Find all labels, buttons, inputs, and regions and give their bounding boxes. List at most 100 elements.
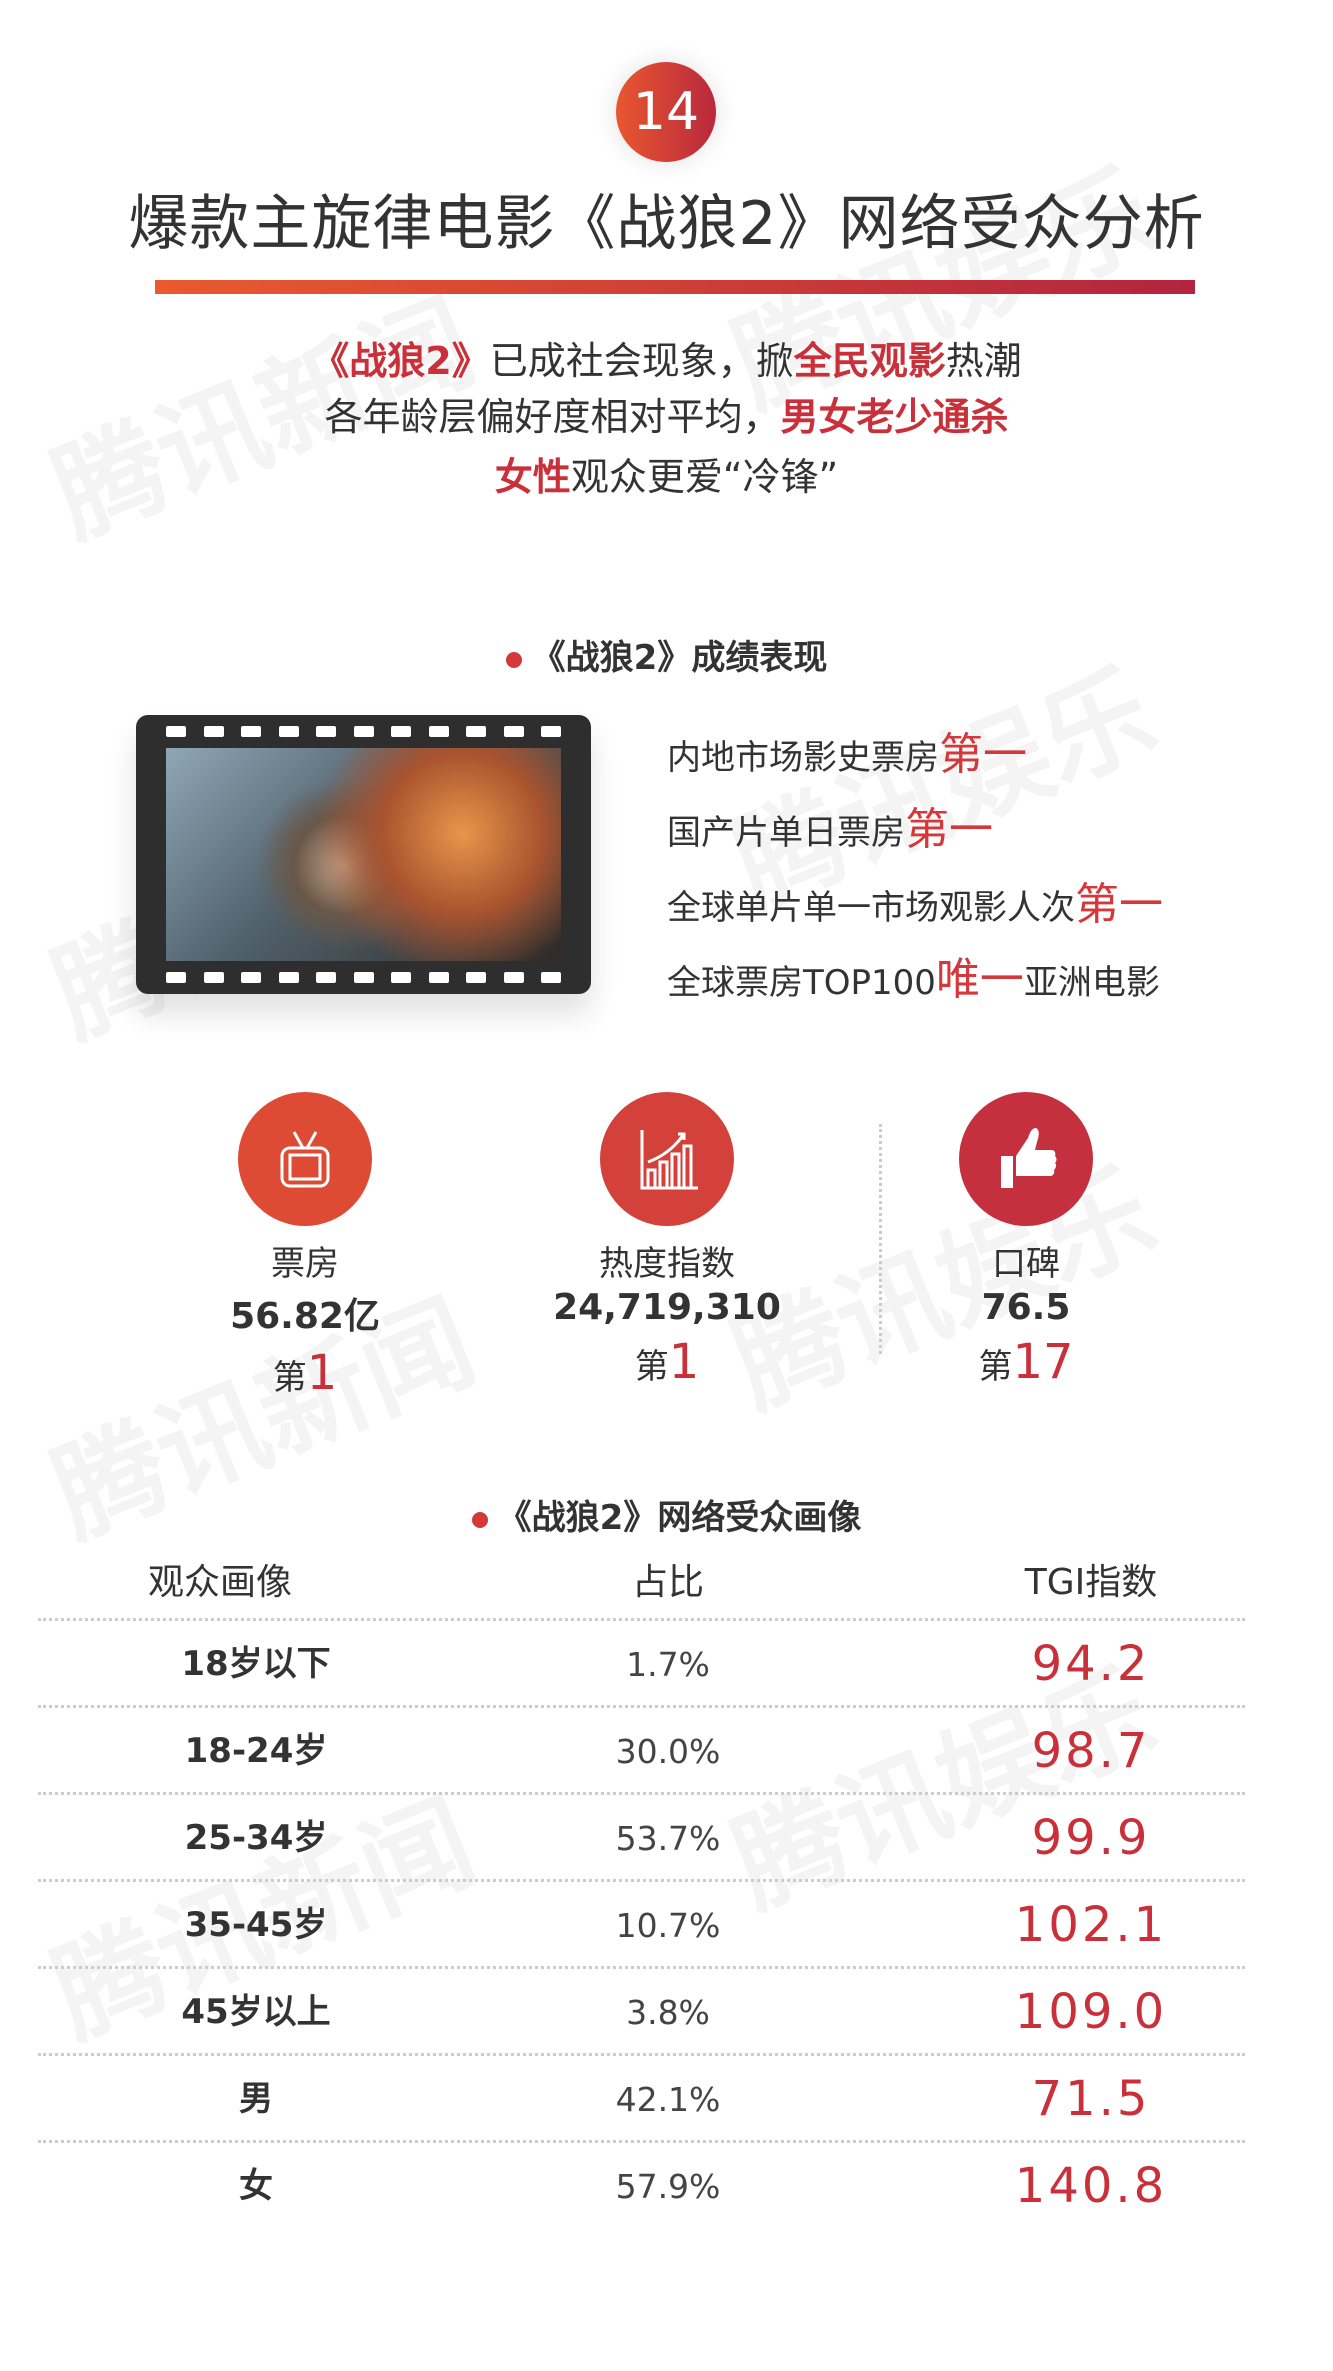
sprocket-hole bbox=[391, 726, 411, 737]
rank-prefix: 第 bbox=[272, 1358, 307, 1398]
tgi-value: 102.1 bbox=[1014, 1897, 1168, 1953]
subtitle-text: 各年龄层偏好度相对平均， bbox=[324, 395, 781, 439]
tgi-value: 71.5 bbox=[1031, 2071, 1151, 2127]
achievement-item: 内地市场影史票房第一 bbox=[667, 718, 1027, 782]
rank-prefix: 第 bbox=[634, 1347, 669, 1387]
stat-block: 票房 56.82亿第1 bbox=[155, 1236, 455, 1401]
table-row: 男 42.1% 71.5 bbox=[38, 2053, 1245, 2140]
stat-value: 24,719,310 bbox=[553, 1287, 781, 1328]
achievement-text-suffix: 亚洲电影 bbox=[1023, 963, 1160, 1003]
sprocket-hole bbox=[428, 972, 449, 983]
sprocket-hole bbox=[466, 726, 486, 737]
stat-label: 口碑 bbox=[992, 1244, 1060, 1284]
achievement-highlight: 第一 bbox=[905, 804, 993, 855]
subtitle-line-2: 各年龄层偏好度相对平均，男女老少通杀 bbox=[0, 386, 1333, 441]
performance-heading-text: 《战狼2》成绩表现 bbox=[531, 638, 828, 678]
achievement-text: 国产片单日票房 bbox=[667, 813, 905, 853]
achievement-text: 全球票房TOP100 bbox=[667, 963, 936, 1003]
table-row: 18岁以下 1.7% 94.2 bbox=[38, 1618, 1245, 1705]
sprocket-hole bbox=[316, 726, 336, 737]
audience-group: 45岁以上 bbox=[181, 1992, 331, 2032]
achievement-item: 全球票房TOP100唯一亚洲电影 bbox=[667, 943, 1160, 1007]
performance-heading: 《战狼2》成绩表现 bbox=[0, 630, 1333, 679]
rank-number: 1 bbox=[668, 1334, 700, 1390]
sprocket-hole bbox=[166, 972, 186, 983]
movie-poster-image bbox=[166, 748, 561, 961]
tgi-value: 98.7 bbox=[1031, 1723, 1151, 1779]
sprocket-hole bbox=[203, 726, 224, 737]
audience-heading-text: 《战狼2》网络受众画像 bbox=[497, 1498, 862, 1538]
highlight-text: 男女老少通杀 bbox=[780, 395, 1009, 439]
sprocket-hole bbox=[278, 972, 299, 983]
sprocket-hole bbox=[391, 972, 411, 983]
subtitle-text: 热潮 bbox=[945, 339, 1022, 383]
stat-label: 热度指数 bbox=[599, 1244, 735, 1284]
tgi-value: 94.2 bbox=[1031, 1636, 1151, 1692]
tgi-value: 140.8 bbox=[1014, 2158, 1168, 2214]
audience-heading: 《战狼2》网络受众画像 bbox=[0, 1490, 1333, 1539]
highlight-text: 《战狼2》 bbox=[311, 339, 490, 383]
stat-rank: 第1 bbox=[517, 1334, 817, 1390]
column-header-share: 占比 bbox=[631, 1562, 704, 1603]
achievement-item: 全球单片单一市场观影人次第一 bbox=[667, 868, 1163, 932]
table-row: 35-45岁 10.7% 102.1 bbox=[38, 1879, 1245, 1966]
stat-rank: 第1 bbox=[155, 1345, 455, 1401]
page-number-badge: 14 bbox=[616, 62, 716, 162]
sprocket-hole bbox=[353, 972, 374, 983]
table-row: 女 57.9% 140.8 bbox=[38, 2140, 1245, 2227]
highlight-text: 全民观影 bbox=[793, 339, 946, 383]
audience-group: 18-24岁 bbox=[184, 1731, 328, 1771]
sprocket-hole bbox=[541, 972, 561, 983]
bullet-dot bbox=[505, 651, 522, 668]
stat-rank: 第17 bbox=[876, 1334, 1176, 1390]
film-strip-poster bbox=[136, 715, 591, 994]
tv-icon bbox=[238, 1092, 372, 1226]
sprocket-hole bbox=[166, 726, 186, 737]
sprocket-hole bbox=[241, 726, 261, 737]
table-row: 45岁以上 3.8% 109.0 bbox=[38, 1966, 1245, 2053]
audience-group: 35-45岁 bbox=[184, 1905, 328, 1945]
sprocket-hole bbox=[353, 726, 374, 737]
audience-share: 53.7% bbox=[615, 1819, 721, 1858]
sprocket-hole bbox=[316, 972, 336, 983]
tgi-value: 99.9 bbox=[1031, 1810, 1151, 1866]
audience-group: 25-34岁 bbox=[184, 1818, 328, 1858]
subtitle-text: 已成社会现象，掀 bbox=[489, 339, 794, 383]
stat-label: 票房 bbox=[271, 1244, 339, 1284]
rank-prefix: 第 bbox=[978, 1347, 1013, 1387]
rank-number: 1 bbox=[306, 1345, 338, 1401]
audience-share: 30.0% bbox=[615, 1732, 721, 1771]
sprocket-hole bbox=[503, 726, 524, 737]
column-header-group: 观众画像 bbox=[147, 1562, 292, 1603]
title-underline bbox=[155, 280, 1195, 294]
page-title: 爆款主旋律电影《战狼2》网络受众分析 bbox=[128, 189, 1205, 259]
thumbs-up-icon bbox=[959, 1092, 1093, 1226]
stat-block: 口碑 76.5 第17 bbox=[876, 1236, 1176, 1390]
audience-share: 42.1% bbox=[615, 2080, 721, 2119]
audience-share: 1.7% bbox=[626, 1645, 710, 1684]
dashed-divider bbox=[879, 1124, 882, 1354]
achievement-highlight: 第一 bbox=[1075, 879, 1163, 930]
sprocket-hole bbox=[466, 972, 486, 983]
sprocket-hole bbox=[541, 726, 561, 737]
subtitle-text: 观众更爱“冷锋” bbox=[570, 455, 839, 499]
audience-share: 57.9% bbox=[615, 2167, 721, 2206]
achievement-highlight: 第一 bbox=[939, 729, 1027, 780]
achievement-text: 内地市场影史票房 bbox=[667, 738, 939, 778]
sprocket-hole bbox=[503, 972, 524, 983]
rank-number: 17 bbox=[1012, 1334, 1074, 1390]
achievement-item: 国产片单日票房第一 bbox=[667, 793, 993, 857]
audience-group: 女 bbox=[239, 2166, 273, 2206]
table-row: 25-34岁 53.7% 99.9 bbox=[38, 1792, 1245, 1879]
tgi-value: 109.0 bbox=[1014, 1984, 1168, 2040]
stat-value: 56.82亿 bbox=[230, 1296, 380, 1337]
sprocket-hole bbox=[428, 726, 449, 737]
column-header-tgi: TGI指数 bbox=[1024, 1562, 1158, 1603]
stat-block: 热度指数 24,719,310 第1 bbox=[517, 1236, 817, 1390]
achievement-text: 全球单片单一市场观影人次 bbox=[667, 888, 1075, 928]
audience-group: 男 bbox=[239, 2079, 273, 2119]
subtitle-line-3: 女性观众更爱“冷锋” bbox=[0, 446, 1333, 501]
audience-share: 3.8% bbox=[626, 1993, 710, 2032]
bullet-dot bbox=[471, 1511, 488, 1528]
audience-share: 10.7% bbox=[615, 1906, 721, 1945]
